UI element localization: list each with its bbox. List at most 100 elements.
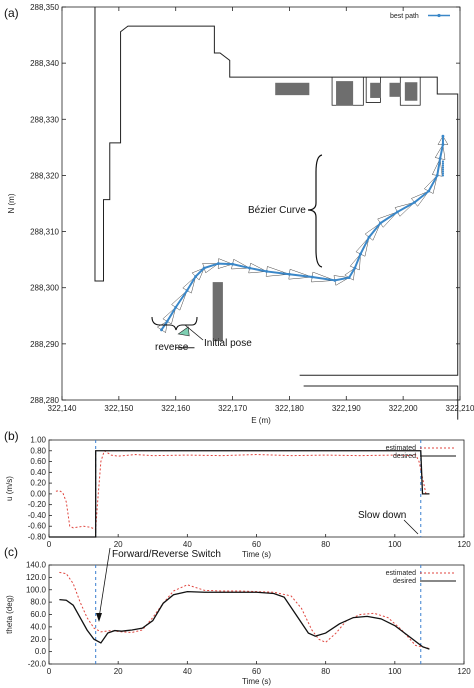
panel-b: 0 20 40 60 80 100 120-0.80-0.60-0.40-0.200.000…	[4, 429, 471, 560]
data-point-best-path	[441, 168, 445, 171]
data-point-best-path	[435, 174, 439, 177]
annotation-reverse: reverse	[155, 342, 189, 353]
obstacle-0	[275, 82, 310, 96]
x-tick-label: 20	[114, 540, 123, 549]
x-tick-label: 322,150	[104, 404, 133, 413]
data-point-best-path	[165, 320, 169, 323]
series-line-best-path	[160, 136, 444, 331]
data-point-best-path	[216, 262, 220, 265]
y-tick-label: 0.0	[35, 647, 47, 656]
y-tick-label: 288,300	[30, 284, 59, 293]
x-tick-label: 100	[388, 667, 402, 676]
initial-pose-leader	[184, 324, 204, 341]
y-tick-label: 288,340	[30, 59, 59, 68]
annotation-forward-reverse-switch: Forward/Reverse Switch	[112, 549, 221, 560]
reverse-brace	[151, 316, 198, 331]
y-tick-label: 288,280	[30, 396, 59, 405]
y-axis-label: N (m)	[7, 193, 16, 213]
obstacle-1	[336, 81, 354, 106]
data-point-best-path	[427, 189, 431, 193]
series-line-desired	[49, 450, 430, 538]
x-tick-label: 40	[183, 667, 192, 676]
x-tick-label: 0	[47, 540, 52, 549]
x-tick-label: 20	[114, 667, 123, 676]
data-point-best-path	[359, 252, 362, 256]
panel-a: 322,140 322,150 322,160 322,170 322,180 322,1…	[4, 3, 474, 425]
x-tick-label: 322,210	[446, 404, 474, 413]
data-point-best-path	[310, 275, 314, 279]
legend-label-best-path: best path	[390, 13, 419, 20]
y-tick-label: 288,310	[30, 228, 59, 237]
x-tick-label: 40	[183, 540, 192, 549]
data-point-best-path	[396, 210, 399, 214]
obstacle-4	[404, 82, 418, 101]
y-axis-label: theta (deg)	[5, 595, 14, 634]
y-tick-label: 80.0	[30, 598, 46, 607]
y-tick-label: -20.0	[28, 660, 47, 669]
y-tick-label: 288,330	[30, 115, 59, 124]
legend-label-estimated: estimated	[386, 445, 416, 452]
x-tick-label: 80	[321, 667, 330, 676]
panel-label: (b)	[4, 429, 19, 443]
obstacle-2	[370, 82, 381, 98]
x-tick-label: 80	[321, 540, 330, 549]
data-point-best-path	[185, 289, 189, 292]
y-tick-label: 0.20	[30, 479, 46, 488]
obstacle-5	[212, 282, 223, 342]
annotation-initial-pose: Initial pose	[204, 338, 252, 349]
panel-c: 0 20 40 60 80 100 120 -20.0 0.0 20.0 40.0 60.0 80.0 1…	[4, 545, 471, 686]
x-tick-label: 322,170	[218, 404, 247, 413]
x-axis-label: E (m)	[251, 416, 271, 425]
data-point-best-path	[174, 305, 178, 309]
panel-label: (a)	[4, 6, 19, 20]
x-tick-label: 322,200	[389, 404, 418, 413]
boundary-wall-0	[94, 7, 459, 376]
data-point-best-path	[441, 164, 445, 167]
x-tick-label: 322,140	[48, 404, 77, 413]
bezier-brace	[307, 154, 323, 268]
y-tick-label: 0.40	[30, 468, 46, 477]
y-tick-label: 60.0	[30, 610, 46, 619]
legend-label-desired: desired	[393, 453, 416, 460]
data-point-best-path	[265, 270, 269, 273]
y-tick-label: 288,290	[30, 340, 59, 349]
data-point-best-path	[160, 328, 163, 332]
data-point-best-path	[441, 134, 445, 138]
legend-label-estimated: estimated	[386, 570, 416, 577]
data-point-best-path	[288, 272, 291, 276]
plot-frame	[61, 6, 461, 401]
y-tick-label: 0.80	[30, 446, 46, 455]
y-tick-label: -0.80	[28, 533, 47, 542]
annotation-slow-down: Slow down	[358, 510, 406, 521]
panel-label: (c)	[4, 545, 18, 559]
y-tick-label: 120.0	[26, 573, 47, 582]
data-point-best-path	[231, 262, 234, 266]
x-tick-label: 100	[388, 540, 402, 549]
x-tick-label: 60	[252, 667, 261, 676]
x-axis-label: Time (s)	[242, 550, 271, 559]
data-point-best-path	[413, 200, 416, 204]
y-tick-label: 100.0	[26, 585, 47, 594]
y-tick-label: -0.40	[28, 511, 47, 520]
y-tick-label: 0.00	[30, 489, 46, 498]
data-point-best-path	[441, 174, 445, 177]
data-point-best-path	[379, 221, 382, 225]
data-point-best-path	[248, 266, 252, 270]
y-tick-label: 20.0	[30, 635, 46, 644]
slow-down-leader	[403, 519, 419, 535]
data-point-best-path	[438, 157, 442, 160]
data-point-best-path	[353, 266, 357, 270]
data-point-best-path	[333, 279, 337, 282]
x-tick-label: 60	[252, 540, 261, 549]
boundary-wall-1	[303, 385, 459, 420]
x-tick-label: 120	[457, 540, 471, 549]
data-point-best-path	[202, 266, 206, 270]
x-tick-label: 322,190	[332, 404, 361, 413]
initial-pose-marker	[177, 326, 190, 337]
obstacle-3	[389, 82, 401, 97]
data-point-best-path	[367, 235, 371, 239]
data-point-best-path	[441, 162, 445, 165]
series-line-desired	[59, 590, 430, 650]
legend-swatch-point	[437, 13, 441, 18]
